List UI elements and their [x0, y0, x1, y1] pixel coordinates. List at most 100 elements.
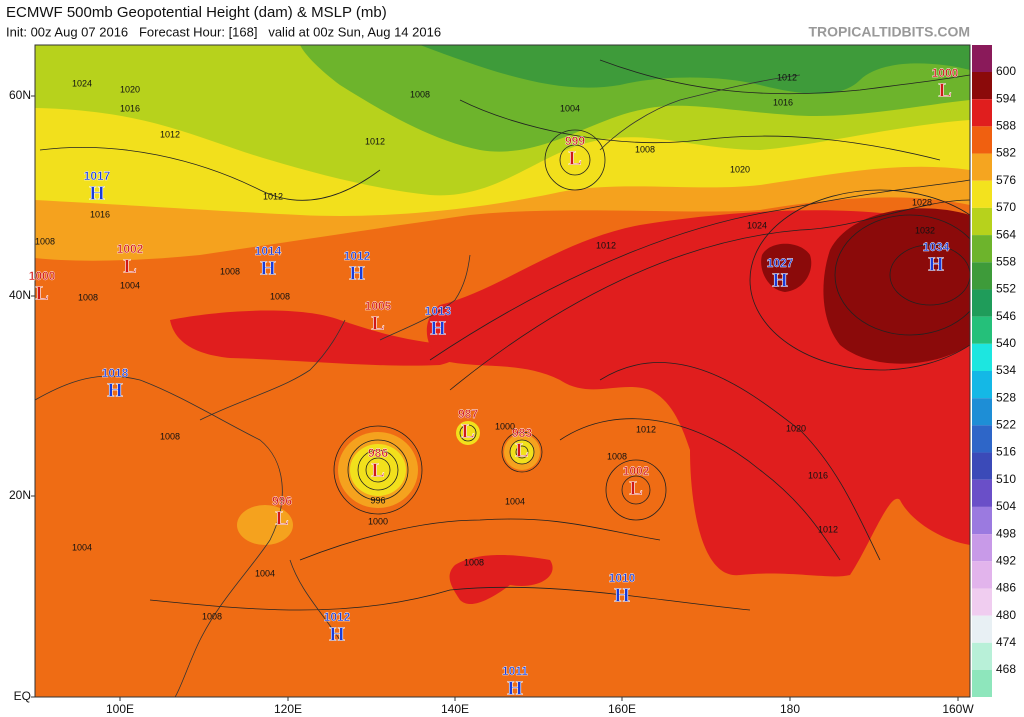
center-symbol: L — [123, 256, 136, 278]
colorbar-band — [972, 235, 992, 263]
isobar-label: 1008 — [202, 611, 222, 621]
center-pressure: 986 — [368, 446, 388, 460]
center-symbol: L — [35, 283, 48, 305]
lon-label: 120E — [274, 702, 302, 716]
colorbar-label: 600 — [996, 64, 1016, 78]
colorbar-band — [972, 262, 992, 290]
height-field — [35, 45, 970, 697]
center-pressure: 1014 — [255, 244, 282, 258]
isobar-label: 1016 — [773, 97, 793, 107]
colorbar-label: 486 — [996, 581, 1016, 595]
colorbar-band — [972, 99, 992, 127]
colorbar-label: 516 — [996, 445, 1016, 459]
colorbar-band — [972, 452, 992, 480]
isobar-label: 1004 — [72, 542, 92, 552]
center-symbol: L — [461, 421, 474, 443]
center-pressure: 999 — [565, 134, 585, 148]
isobar-label: 1004 — [560, 103, 580, 113]
center-pressure: 1005 — [365, 299, 392, 313]
colorbar-label: 534 — [996, 363, 1016, 377]
center-symbol: L — [629, 478, 642, 500]
isobar-label: 1012 — [365, 136, 385, 146]
colorbar-label: 474 — [996, 635, 1016, 649]
colorbar-band — [972, 153, 992, 181]
center-pressure: 1018 — [102, 366, 129, 380]
isobar-label: 1004 — [120, 280, 140, 290]
lat-label: 20N — [9, 488, 31, 502]
colorbar-label: 498 — [996, 526, 1016, 540]
center-pressure: 996 — [272, 494, 292, 508]
center-symbol: H — [89, 183, 105, 205]
map-frame — [34, 44, 971, 698]
subtitle: Init: 00z Aug 07 2016 Forecast Hour: [16… — [6, 24, 441, 39]
colorbar-band — [972, 207, 992, 236]
center-pressure: 1000 — [932, 66, 959, 80]
isobar-label: 1012 — [596, 240, 616, 250]
colorbar-band — [972, 670, 992, 697]
colorbar-label: 480 — [996, 608, 1016, 622]
center-pressure: 1017 — [84, 169, 111, 183]
colorbar-band — [972, 506, 992, 535]
colorbar-band — [972, 561, 992, 589]
center-symbol: H — [349, 263, 365, 285]
lon-label: 180 — [780, 702, 800, 716]
lat-label: EQ — [14, 689, 31, 703]
center-pressure: 1034 — [923, 240, 950, 254]
isobar-label: 1016 — [120, 103, 140, 113]
center-pressure: 1002 — [117, 242, 144, 256]
isobars — [39, 59, 970, 611]
lon-label: 160E — [608, 702, 636, 716]
center-pressure: 987 — [458, 407, 478, 421]
isobar-label: 1000 — [495, 421, 515, 431]
colorbar-label: 468 — [996, 662, 1016, 676]
center-symbol: H — [260, 258, 276, 280]
colorbar-band — [972, 398, 992, 426]
isobar-label: 1012 — [263, 191, 283, 201]
isobar-label: 1012 — [636, 424, 656, 434]
center-pressure: 1013 — [425, 304, 452, 318]
lon-label: 100E — [106, 702, 134, 716]
center-symbol: H — [107, 380, 123, 402]
isobar-label: 1008 — [160, 431, 180, 441]
colorbar-label: 552 — [996, 282, 1016, 296]
center-pressure: 1010 — [609, 571, 636, 585]
colorbar-label: 522 — [996, 418, 1016, 432]
isobar-label: 1000 — [368, 516, 388, 526]
isobar-label: 1020 — [120, 84, 140, 94]
colorbar-band — [972, 126, 992, 154]
colorbar-band — [972, 642, 992, 670]
colorbar-label: 576 — [996, 173, 1016, 187]
colorbar-band — [972, 588, 992, 616]
isobar-label: 1008 — [220, 266, 240, 276]
isobar-label: 1012 — [160, 129, 180, 139]
colorbar-label: 594 — [996, 91, 1016, 105]
isobar-label: 1008 — [35, 236, 55, 246]
center-symbol: L — [371, 460, 384, 482]
isobar-label: 1004 — [255, 568, 275, 578]
lon-label: 140E — [441, 702, 469, 716]
colorbar-band — [972, 289, 992, 317]
isobar-label: 996 — [370, 495, 385, 505]
isobar-label: 1016 — [90, 209, 110, 219]
isobar-label: 1024 — [747, 220, 767, 230]
center-symbol: L — [515, 440, 528, 462]
colorbar-band — [972, 72, 992, 100]
colorbar-label: 570 — [996, 200, 1016, 214]
colorbar-label: 558 — [996, 254, 1016, 268]
isobar-label: 1008 — [635, 144, 655, 154]
isobar-label: 1008 — [270, 291, 290, 301]
isobar-label: 1020 — [786, 423, 806, 433]
center-pressure: 1000 — [29, 269, 56, 283]
center-symbol: H — [614, 585, 630, 607]
lat-label: 60N — [9, 88, 31, 102]
colorbar-label: 492 — [996, 553, 1016, 567]
colorbar: 600 594 588 582 576 570 564 558 552 546 540 534 528 5… — [972, 45, 1016, 697]
colorbar-label: 582 — [996, 146, 1016, 160]
colorbar-label: 564 — [996, 227, 1016, 241]
center-symbol: L — [938, 80, 951, 102]
center-pressure: 1012 — [344, 249, 371, 263]
colorbar-band — [972, 343, 992, 371]
colorbar-band — [972, 425, 992, 453]
colorbar-band — [972, 371, 992, 399]
